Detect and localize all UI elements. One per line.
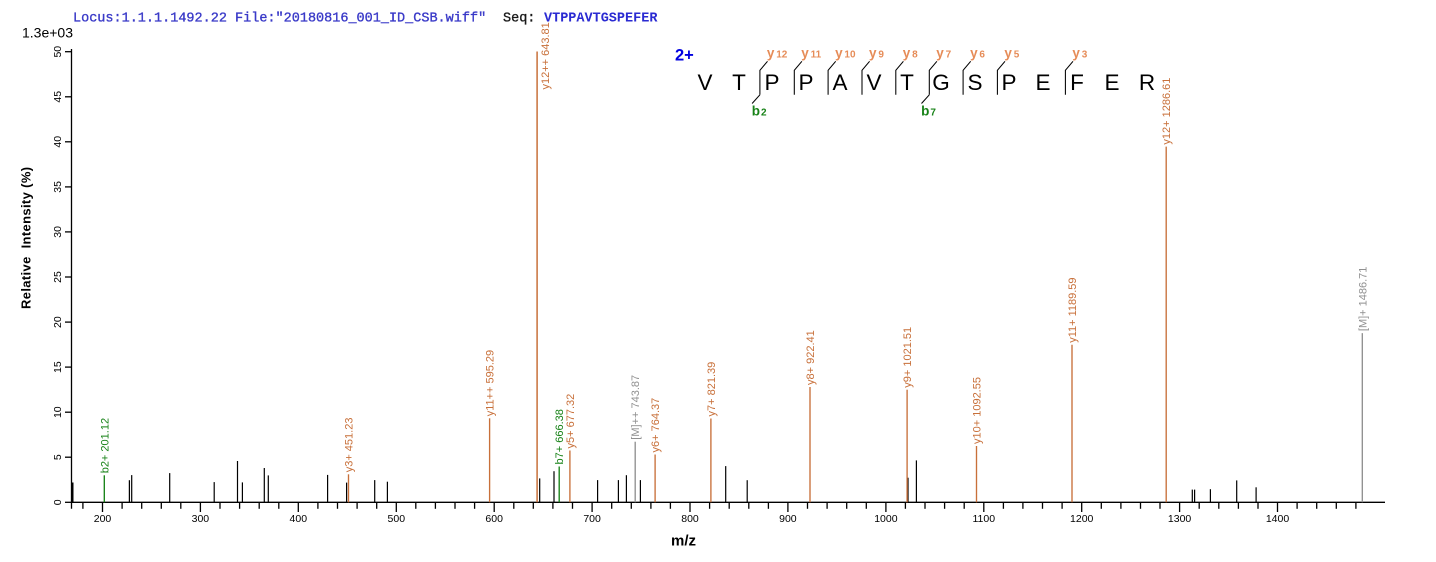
svg-text:400: 400	[290, 513, 308, 525]
svg-text:y7+ 821.39: y7+ 821.39	[706, 362, 718, 417]
svg-text:50: 50	[52, 46, 64, 58]
svg-text:45: 45	[52, 91, 64, 103]
svg-text:35: 35	[52, 181, 64, 193]
svg-text:VTPPAVTGSPEFER: VTPPAVTGSPEFER	[544, 12, 658, 27]
svg-text:T: T	[732, 70, 746, 95]
svg-text:F: F	[1070, 70, 1084, 95]
svg-text:y5+ 677.32: y5+ 677.32	[565, 394, 577, 449]
svg-text:y3+ 451.23: y3+ 451.23	[344, 418, 356, 473]
svg-text:200: 200	[94, 513, 112, 525]
svg-text:300: 300	[192, 513, 210, 525]
svg-text:y12: y 12	[767, 46, 788, 61]
svg-text:15: 15	[52, 361, 64, 373]
svg-text:[M]++ 743.87: [M]++ 743.87	[630, 375, 642, 440]
svg-text:10: 10	[52, 406, 64, 418]
svg-text:y11+ 1189.59: y11+ 1189.59	[1067, 277, 1079, 342]
svg-text:S: S	[967, 70, 982, 95]
svg-text:R: R	[1139, 70, 1155, 95]
svg-text:20: 20	[52, 316, 64, 328]
svg-text:2+: 2+	[675, 47, 694, 65]
svg-text:y12+ 1286.61: y12+ 1286.61	[1161, 78, 1173, 145]
svg-text:1400: 1400	[1266, 513, 1290, 525]
svg-text:1100: 1100	[973, 513, 996, 525]
svg-text:0: 0	[52, 499, 64, 505]
svg-text:y10+ 1092.55: y10+ 1092.55	[972, 377, 984, 444]
svg-text:m/z: m/z	[671, 533, 696, 550]
svg-text:E: E	[1104, 70, 1119, 95]
svg-text:900: 900	[779, 513, 797, 525]
svg-text:T: T	[900, 70, 914, 95]
svg-text:y10: y 10	[835, 46, 856, 61]
svg-text:500: 500	[388, 513, 406, 525]
svg-text:P: P	[1001, 70, 1016, 95]
svg-text:V: V	[866, 70, 881, 95]
svg-text:Seq:: Seq:	[503, 12, 535, 27]
svg-text:1.3e+03: 1.3e+03	[22, 25, 73, 41]
svg-text:30: 30	[52, 226, 64, 238]
svg-text:Locus:1.1.1.1492.22 File:"2018: Locus:1.1.1.1492.22 File:"20180816_001_I…	[73, 12, 486, 27]
svg-text:P: P	[798, 70, 813, 95]
svg-text:y12++ 643.81: y12++ 643.81	[540, 22, 552, 89]
svg-text:b2+ 201.12: b2+ 201.12	[99, 418, 111, 473]
svg-text:G: G	[932, 70, 950, 95]
svg-text:b7: b7	[921, 104, 936, 119]
svg-text:P: P	[764, 70, 779, 95]
svg-text:y9+ 1021.51: y9+ 1021.51	[902, 327, 914, 388]
svg-text:A: A	[832, 70, 847, 95]
svg-text:1000: 1000	[874, 513, 898, 525]
svg-text:700: 700	[583, 513, 601, 525]
svg-text:V: V	[697, 70, 712, 95]
svg-text:800: 800	[681, 513, 699, 525]
svg-text:40: 40	[52, 136, 64, 148]
svg-text:y11: y 11	[801, 46, 821, 61]
svg-text:b2: b2	[752, 104, 767, 119]
svg-text:600: 600	[485, 513, 503, 525]
svg-text:E: E	[1035, 70, 1050, 95]
svg-text:25: 25	[52, 271, 64, 283]
svg-text:1300: 1300	[1168, 513, 1192, 525]
svg-text:y6+ 764.37: y6+ 764.37	[650, 398, 662, 453]
svg-text:b7+ 666.38: b7+ 666.38	[554, 409, 566, 464]
svg-text:5: 5	[52, 454, 64, 460]
svg-text:[M]+ 1486.71: [M]+ 1486.71	[1357, 267, 1369, 332]
svg-text:y8+ 922.41: y8+ 922.41	[805, 330, 817, 385]
svg-text:y11++ 595.29: y11++ 595.29	[485, 350, 497, 416]
svg-text:1200: 1200	[1070, 513, 1094, 525]
svg-text:Relative Intensity (%): Relative Intensity (%)	[19, 167, 34, 309]
